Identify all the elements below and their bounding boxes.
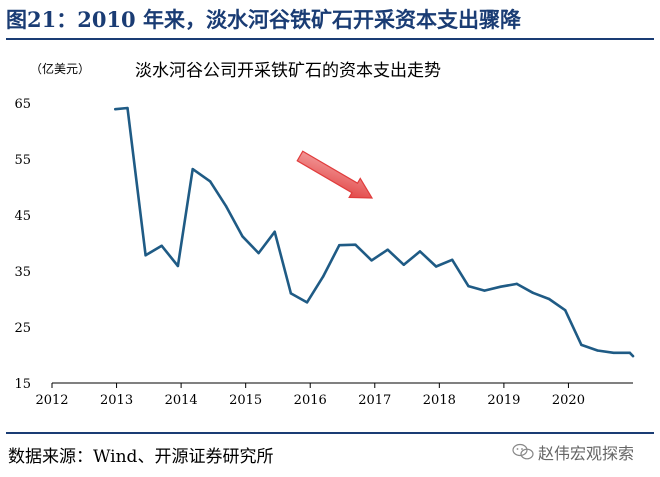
data-point xyxy=(114,107,117,111)
x-tick-label: 2018 xyxy=(423,393,456,408)
data-point xyxy=(338,244,341,247)
data-point xyxy=(160,244,163,247)
data-point xyxy=(191,167,194,171)
data-point xyxy=(531,291,535,295)
y-tick-label: 15 xyxy=(14,377,31,392)
data-point xyxy=(370,259,373,262)
series-line xyxy=(114,106,635,358)
trend-arrow-shape xyxy=(296,150,374,199)
data-point xyxy=(305,301,309,304)
source-divider xyxy=(6,432,654,434)
x-tick-label: 2012 xyxy=(35,393,68,408)
data-point xyxy=(225,205,228,208)
data-point xyxy=(631,354,635,358)
data-point xyxy=(354,243,357,246)
data-point xyxy=(612,351,615,354)
watermark: 赵伟宏观探索 xyxy=(512,440,634,464)
y-tick-label: 65 xyxy=(14,97,31,112)
data-point xyxy=(434,265,438,268)
x-tick-label: 2016 xyxy=(294,393,327,408)
source-note: 数据来源：Wind、开源证券研究所 xyxy=(8,447,274,467)
data-point xyxy=(580,343,583,347)
title-divider xyxy=(6,38,654,40)
data-point xyxy=(257,251,260,255)
data-point xyxy=(628,351,631,354)
data-point xyxy=(176,264,180,268)
data-point xyxy=(515,282,518,286)
data-point xyxy=(208,180,212,183)
data-point xyxy=(499,285,502,288)
y-tick-label: 55 xyxy=(14,153,31,168)
chart-title: 淡水河谷公司开采铁矿石的资本支出走势 xyxy=(135,61,441,81)
x-tick-label: 2014 xyxy=(165,393,198,408)
x-tick-label: 2013 xyxy=(100,393,133,408)
y-tick-label: 45 xyxy=(14,209,31,224)
watermark-text: 赵伟宏观探索 xyxy=(538,444,635,463)
data-point xyxy=(483,289,486,292)
data-point xyxy=(547,297,551,301)
data-point xyxy=(402,263,406,267)
x-tick-label: 2017 xyxy=(358,393,391,408)
y-tick-label: 35 xyxy=(14,265,31,280)
data-point xyxy=(451,258,454,261)
trend-arrow xyxy=(296,150,374,199)
data-point xyxy=(241,235,244,238)
data-point xyxy=(386,248,389,251)
data-point xyxy=(321,275,325,278)
x-tick-label: 2020 xyxy=(552,393,585,408)
figure-title: 图21：2010 年来，淡水河谷铁矿石开采资本支出骤降 xyxy=(6,7,521,32)
data-point xyxy=(144,254,147,257)
data-point xyxy=(564,309,567,312)
data-point xyxy=(273,230,276,233)
y-axis-unit-label: （亿美元） xyxy=(30,62,91,76)
chat-bubble-icon xyxy=(512,443,534,460)
x-tick-label: 2019 xyxy=(487,393,520,408)
y-tick-label: 25 xyxy=(14,321,31,336)
data-point xyxy=(418,250,422,253)
data-point xyxy=(289,292,293,295)
data-point xyxy=(126,106,129,110)
data-point xyxy=(596,349,599,352)
x-tick-label: 2015 xyxy=(229,393,262,408)
data-point xyxy=(467,284,470,288)
